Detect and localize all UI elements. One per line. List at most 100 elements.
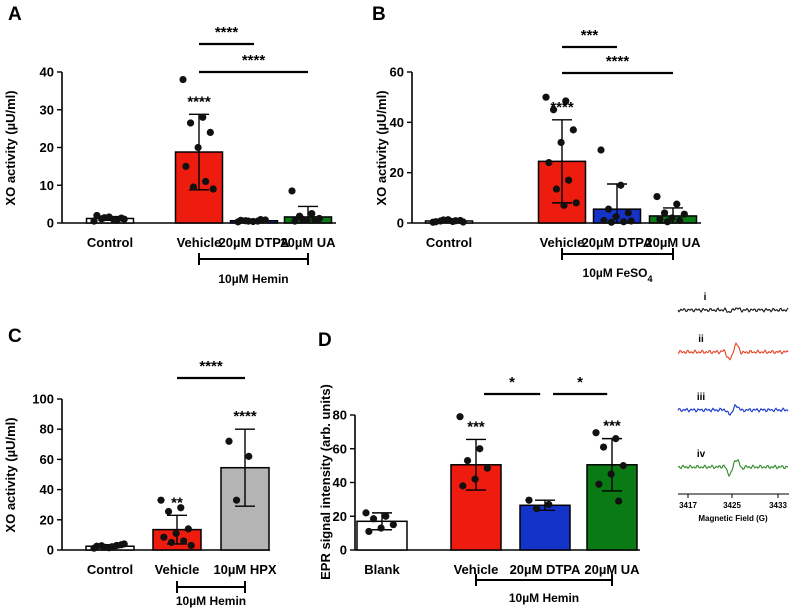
data-point (311, 216, 319, 224)
significance-marker: **** (233, 408, 257, 425)
data-point (382, 512, 390, 520)
epr-trace (677, 342, 789, 361)
data-point (432, 218, 440, 226)
data-point (615, 497, 623, 505)
data-point (93, 211, 101, 220)
y-tick-label: 40 (40, 482, 54, 497)
y-axis-title: XO activity (µU/ml) (3, 90, 18, 205)
treatment-group-label: 10µM Hemin (218, 272, 288, 286)
data-point (100, 214, 109, 222)
data-point (389, 521, 397, 529)
data-point (653, 192, 661, 201)
data-point (463, 456, 472, 465)
data-point (180, 537, 188, 545)
data-point (362, 509, 370, 517)
data-point (607, 218, 616, 226)
data-point (245, 452, 253, 460)
data-point (532, 505, 541, 513)
data-point (157, 496, 165, 504)
data-point (595, 480, 603, 488)
category-label: 20µM DTPA (582, 235, 653, 250)
data-point (452, 217, 460, 225)
data-point (291, 217, 299, 225)
data-point (244, 217, 253, 225)
comparison-label: *** (581, 27, 599, 44)
significance-marker: **** (187, 93, 211, 110)
data-point (288, 187, 296, 195)
data-point (663, 218, 672, 226)
data-point (627, 217, 635, 225)
data-point (562, 97, 570, 105)
data-point (612, 435, 620, 443)
category-label: Vehicle (177, 235, 222, 250)
data-point (194, 143, 202, 152)
data-point (552, 185, 561, 193)
data-point (620, 218, 628, 226)
category-label: Control (87, 562, 133, 577)
data-point (206, 128, 214, 136)
data-point (542, 93, 550, 101)
comparison-label: **** (199, 358, 223, 375)
data-point (471, 475, 479, 483)
data-point (186, 119, 195, 127)
y-tick-label: 40 (333, 475, 347, 490)
data-point (439, 216, 448, 224)
y-tick-label: 60 (390, 65, 404, 80)
category-label: Vehicle (540, 235, 585, 250)
data-point (617, 181, 625, 189)
treatment-group-label: 10µM FeSO4 (583, 266, 653, 284)
significance-marker: *** (603, 418, 621, 435)
data-point (545, 159, 553, 167)
bar (519, 504, 571, 551)
treatment-group-label: 10µM Hemin (509, 591, 579, 605)
comparison-label: * (577, 374, 583, 391)
data-point (172, 529, 180, 537)
data-point (572, 199, 580, 207)
y-tick-label: 40 (390, 115, 404, 130)
comparison-label: * (509, 374, 515, 391)
y-axis-title: XO activity (µU/ml) (374, 90, 389, 205)
panel-letter-a: A (8, 4, 22, 25)
data-point (202, 177, 210, 186)
data-point (120, 540, 128, 548)
category-label: Control (87, 235, 133, 250)
data-point (569, 126, 577, 134)
data-point (660, 209, 669, 217)
data-point (100, 543, 109, 551)
epr-trace (677, 458, 789, 478)
significance-marker: **** (550, 99, 574, 116)
data-point (237, 216, 245, 224)
y-tick-label: 0 (397, 216, 404, 231)
data-point (624, 209, 632, 217)
panel-c: C XO activity (µU/ml) 0 20 40 60 80 100 Control V… (3, 326, 277, 608)
panel-letter-b: B (372, 4, 386, 25)
category-label: 20µM UA (645, 235, 701, 250)
data-point (164, 507, 173, 516)
data-point (120, 215, 128, 223)
category-label: Control (426, 235, 472, 250)
category-label: Vehicle (454, 562, 499, 577)
category-label: Vehicle (155, 562, 200, 577)
data-point (225, 437, 233, 445)
data-point (160, 533, 168, 541)
epr-trace-label: iv (697, 449, 706, 460)
data-point (257, 216, 265, 224)
category-label: 20µM UA (280, 235, 336, 250)
data-point (113, 216, 121, 224)
panel-b: B XO activity (µU/ml) 0 20 40 60 Control Vehicl… (372, 4, 701, 284)
data-point (557, 138, 565, 147)
data-point (612, 213, 620, 221)
data-point (599, 443, 608, 451)
panel-a: A XO activity (µU/ml) 0 10 20 30 40 Control Vehi… (3, 4, 336, 286)
epr-trace-label: ii (698, 334, 704, 345)
category-label: 20µM DTPA (510, 562, 581, 577)
epr-x-tick-label: 3417 (679, 501, 697, 510)
data-point (108, 543, 116, 551)
epr-x-axis-title: Magnetic Field (G) (698, 514, 768, 523)
data-point (209, 185, 217, 193)
data-point (298, 215, 307, 223)
data-point (187, 541, 195, 550)
category-label: 20µM DTPA (219, 235, 290, 250)
epr-trace (677, 307, 789, 314)
